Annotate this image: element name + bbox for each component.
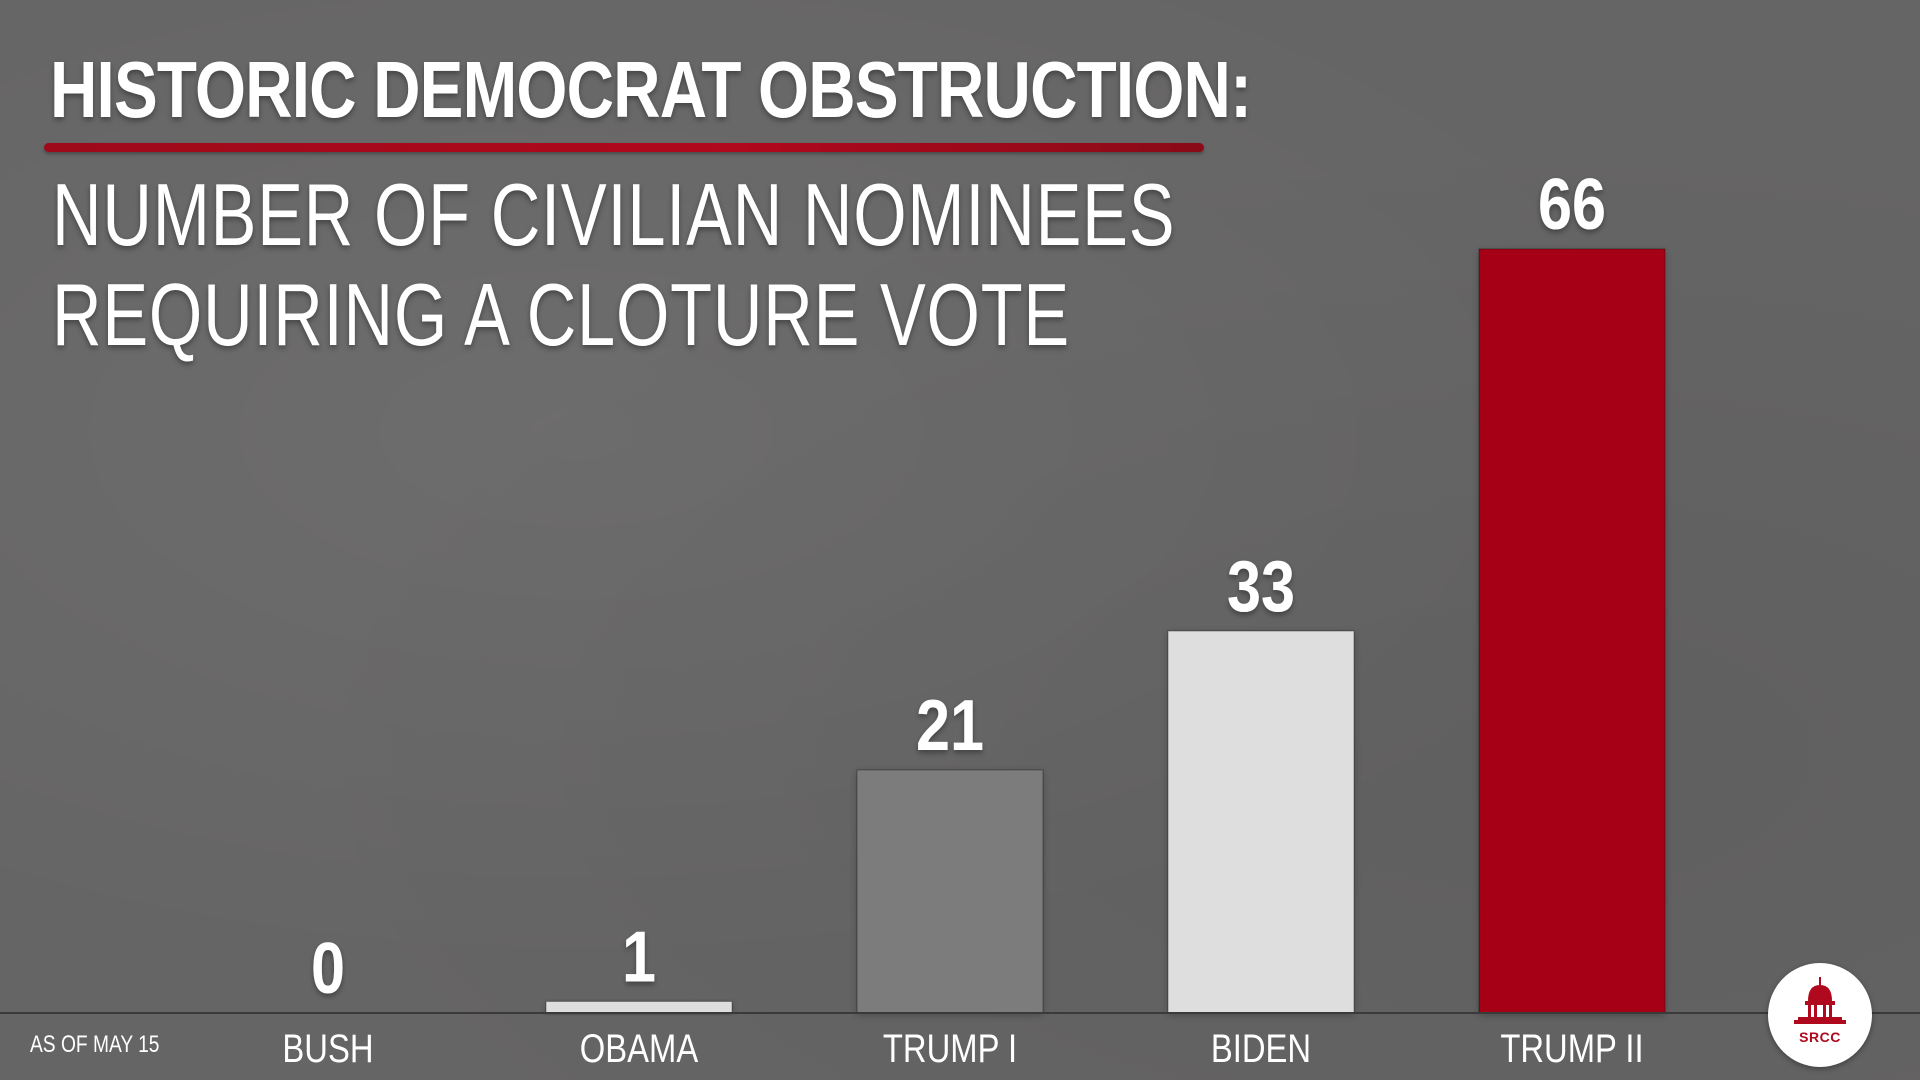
chart-subtitle: NUMBER OF CIVILIAN NOMINEES REQUIRING A … <box>52 165 1176 365</box>
srcc-logo: SRCC <box>1768 963 1872 1067</box>
bar-obama <box>545 1000 733 1014</box>
value-label-bush: 0 <box>311 929 345 1009</box>
value-label-biden: 33 <box>1227 547 1295 627</box>
capitol-dome-icon <box>1794 977 1846 1024</box>
category-label-bush: BUSH <box>282 1026 373 1071</box>
bar-biden <box>1167 630 1355 1014</box>
value-label-trump-i: 21 <box>916 686 984 766</box>
value-label-trump-ii: 66 <box>1538 165 1606 245</box>
subtitle-line-1: NUMBER OF CIVILIAN NOMINEES <box>52 165 1176 264</box>
labels-group: 0 BUSH 1 OBAMA 21 TRUMP I 33 BIDEN 66 TRUMP II <box>282 165 1643 1070</box>
bar-trump-ii <box>1478 248 1666 1014</box>
category-label-obama: OBAMA <box>580 1026 699 1071</box>
bar-trump-i <box>856 769 1044 1014</box>
headline-underline <box>44 143 1204 152</box>
subtitle-line-2: REQUIRING A CLOTURE VOTE <box>52 265 1070 364</box>
as-of-date-footnote: AS OF MAY 15 <box>30 1031 160 1058</box>
value-label-obama: 1 <box>622 918 656 998</box>
category-label-biden: BIDEN <box>1211 1026 1311 1071</box>
category-label-trump-ii: TRUMP II <box>1500 1026 1643 1071</box>
category-label-trump-i: TRUMP I <box>883 1026 1017 1071</box>
bars-group <box>545 248 1666 1014</box>
logo-text: SRCC <box>1799 1029 1841 1045</box>
headline: HISTORIC DEMOCRAT OBSTRUCTION: <box>50 45 1252 134</box>
